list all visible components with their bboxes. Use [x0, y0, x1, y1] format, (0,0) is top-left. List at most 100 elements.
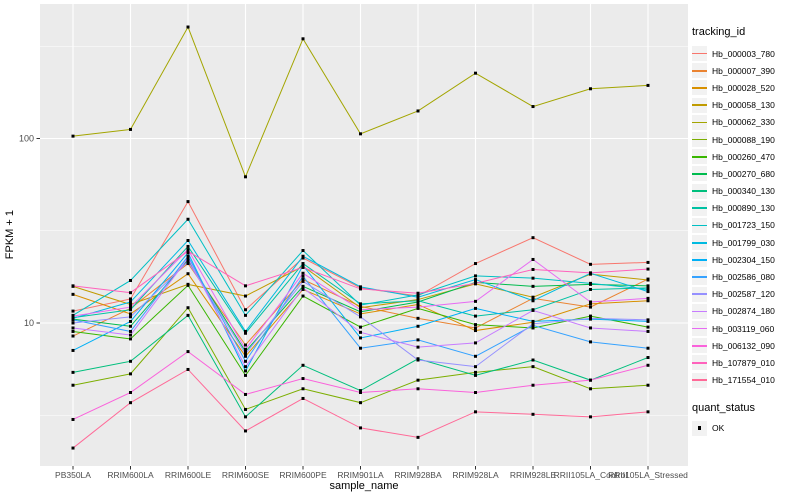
data-point — [301, 278, 305, 282]
legend-item-label: Hb_003119_060 — [712, 323, 775, 334]
data-point — [359, 336, 362, 340]
data-point — [71, 370, 75, 374]
y-axis-title-wrap: FPKM + 1 — [4, 4, 16, 466]
data-point — [416, 387, 420, 391]
y-tick-label: 10 — [24, 318, 34, 328]
data-point — [474, 71, 477, 75]
data-point — [244, 329, 247, 333]
data-point — [646, 346, 650, 350]
line-swatch-icon — [692, 327, 707, 330]
data-point — [416, 338, 420, 342]
data-point — [646, 290, 650, 294]
data-point — [416, 299, 420, 303]
data-point — [71, 318, 75, 322]
legend-item-label: Hb_000890_130 — [712, 203, 775, 214]
data-point — [474, 274, 477, 278]
data-point — [244, 359, 247, 363]
data-point — [531, 365, 535, 369]
legend-item-Hb_000890_130: Hb_000890_130 — [692, 200, 798, 217]
data-point — [301, 271, 305, 275]
data-point — [244, 392, 247, 396]
data-point — [301, 262, 305, 266]
legend-key — [692, 286, 707, 302]
data-point — [474, 326, 477, 330]
data-point — [646, 410, 650, 414]
data-point — [359, 346, 362, 350]
data-point — [244, 308, 247, 312]
data-point — [589, 87, 592, 91]
line-swatch-icon — [692, 276, 707, 278]
legend-key — [692, 80, 707, 96]
data-point — [301, 263, 305, 267]
data-point — [589, 302, 592, 306]
data-point — [589, 305, 592, 309]
data-point — [244, 331, 247, 335]
legend-key — [692, 235, 707, 251]
legend-item-Hb_002304_150: Hb_002304_150 — [692, 251, 798, 268]
data-point — [186, 256, 190, 260]
data-point — [359, 310, 362, 314]
x-tick-label: RRIM600LA — [107, 470, 154, 480]
legend-key — [692, 114, 707, 130]
x-tick-label: RRII105LA_Control — [554, 470, 628, 480]
data-point — [71, 326, 75, 330]
legend-key — [692, 132, 707, 148]
data-point — [474, 278, 477, 282]
data-point — [129, 312, 132, 316]
data-point — [589, 262, 592, 266]
x-tick-label: RRII105LA_Stressed — [608, 470, 688, 480]
data-point — [416, 435, 420, 439]
data-point — [416, 324, 420, 328]
data-point — [129, 302, 132, 306]
legend-item-label: Hb_006132_090 — [712, 340, 775, 351]
data-point — [646, 329, 650, 333]
data-point — [474, 306, 477, 310]
data-point — [359, 389, 362, 393]
y-axis-title: FPKM + 1 — [4, 210, 16, 260]
legend-item-Hb_003119_060: Hb_003119_060 — [692, 320, 798, 337]
data-point — [244, 343, 247, 347]
data-point — [301, 284, 305, 288]
data-point — [301, 249, 305, 253]
data-point — [186, 313, 190, 317]
data-point — [186, 238, 190, 242]
data-point — [71, 292, 75, 296]
x-tick-label: RRIM600SE — [222, 470, 270, 480]
data-point — [474, 329, 477, 333]
line-swatch-icon — [692, 310, 707, 313]
data-point — [474, 373, 477, 377]
legend-item-Hb_002874_180: Hb_002874_180 — [692, 303, 798, 320]
data-point — [359, 401, 362, 405]
data-point — [359, 308, 362, 312]
data-point — [474, 370, 477, 374]
data-point — [71, 329, 75, 333]
data-point — [301, 363, 305, 367]
line-swatch-icon — [692, 241, 707, 244]
data-point — [416, 293, 420, 297]
legend-item-label: Hb_001723_150 — [712, 220, 775, 231]
legend-item-label: Hb_107879_010 — [712, 357, 775, 368]
data-point — [244, 369, 247, 373]
legend-item-label: Hb_000340_130 — [712, 186, 775, 197]
data-point — [531, 299, 535, 303]
data-point — [71, 314, 75, 318]
data-point — [129, 127, 132, 131]
data-point — [186, 262, 190, 266]
line-swatch-icon — [692, 344, 707, 347]
line-swatch-icon — [692, 69, 707, 72]
data-point — [646, 83, 650, 87]
data-point — [416, 305, 420, 309]
data-point — [301, 287, 305, 291]
data-point — [646, 267, 650, 271]
legend-key — [692, 355, 707, 371]
data-point — [474, 410, 477, 414]
data-point — [71, 383, 75, 387]
data-point — [531, 105, 535, 109]
legend-item-ok: OK — [692, 420, 798, 437]
data-point — [359, 330, 362, 334]
data-point — [646, 286, 650, 290]
legend-item-Hb_000340_130: Hb_000340_130 — [692, 183, 798, 200]
legend-key — [692, 321, 707, 337]
data-point — [71, 348, 75, 352]
